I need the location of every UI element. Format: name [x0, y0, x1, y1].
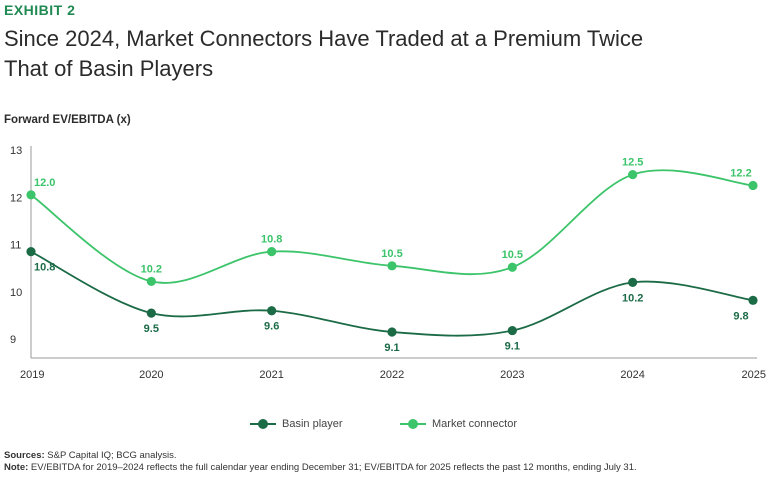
data-label-basin-player-2024: 10.2 [622, 292, 643, 304]
chart-title: Since 2024, Market Connectors Have Trade… [4, 24, 764, 84]
data-point-basin-player-2023 [507, 325, 517, 336]
x-tick-label-2019: 2019 [20, 369, 44, 381]
x-tick-label-2020: 2020 [139, 369, 163, 381]
legend-swatch-market-connector [400, 419, 426, 429]
sources-line: Sources: S&P Capital IQ; BCG analysis. [4, 450, 764, 462]
legend-swatch-basin-player [250, 419, 276, 429]
legend-item-basin-player: Basin player [250, 415, 343, 433]
data-label-basin-player-2020: 9.5 [144, 323, 159, 335]
y-tick-label-10: 10 [10, 287, 22, 299]
y-tick-label-12: 12 [10, 192, 22, 204]
legend-label-market-connector: Market connector [432, 418, 517, 430]
data-label-market-connector-2025: 12.2 [730, 167, 751, 179]
data-label-market-connector-2021: 10.8 [261, 234, 282, 246]
data-label-market-connector-2022: 10.5 [381, 248, 402, 260]
data-label-basin-player-2021: 9.6 [264, 321, 279, 333]
data-point-basin-player-2020 [146, 308, 156, 318]
data-label-basin-player-2023: 9.1 [505, 341, 520, 353]
data-point-market-connector-2022 [387, 261, 397, 271]
note-text: EV/EBITDA for 2019–2024 reflects the ful… [28, 462, 637, 473]
chart-title-line-2: That of Basin Players [4, 56, 214, 81]
x-tick-label-2024: 2024 [620, 369, 644, 381]
x-tick-label-2023: 2023 [500, 369, 524, 381]
data-point-basin-player-2024 [628, 277, 638, 287]
legend-item-market-connector: Market connector [400, 415, 517, 433]
legend: Basin player Market connector [0, 415, 768, 433]
data-label-basin-player-2019: 10.8 [34, 262, 55, 274]
data-point-basin-player-2021 [267, 306, 277, 316]
y-axis-label: Forward EV/EBITDA (x) [4, 114, 131, 126]
data-label-basin-player-2025: 9.8 [733, 310, 748, 322]
data-label-market-connector-2023: 10.5 [502, 249, 523, 261]
data-point-basin-player-2019 [26, 247, 36, 257]
chart-title-line-1: Since 2024, Market Connectors Have Trade… [4, 26, 644, 51]
data-label-market-connector-2020: 10.2 [141, 263, 162, 275]
data-point-market-connector-2021 [267, 247, 277, 257]
footer-notes: Sources: S&P Capital IQ; BCG analysis. N… [4, 450, 764, 474]
note-label: Note: [4, 462, 29, 473]
data-point-market-connector-2024 [628, 169, 638, 180]
sources-text: S&P Capital IQ; BCG analysis. [44, 450, 177, 461]
data-label-market-connector-2024: 12.5 [622, 157, 643, 169]
y-tick-label-9: 9 [10, 334, 16, 346]
exhibit-label: EXHIBIT 2 [4, 2, 76, 18]
data-point-market-connector-2025 [748, 180, 758, 191]
note-line: Note: EV/EBITDA for 2019–2024 reflects t… [4, 462, 764, 474]
x-tick-label-2022: 2022 [380, 369, 404, 381]
sources-label: Sources: [4, 450, 45, 461]
y-tick-label-11: 11 [10, 240, 21, 252]
data-point-market-connector-2023 [507, 262, 517, 272]
data-point-basin-player-2025 [748, 295, 758, 305]
data-point-market-connector-2019 [26, 190, 36, 200]
x-tick-label-2021: 2021 [259, 369, 283, 381]
y-tick-label-13: 13 [10, 145, 22, 157]
data-point-market-connector-2020 [146, 276, 156, 287]
x-tick-label-2025: 2025 [742, 369, 766, 381]
data-label-market-connector-2019: 12.0 [34, 177, 55, 189]
legend-label-basin-player: Basin player [282, 418, 343, 430]
data-label-basin-player-2022: 9.1 [384, 342, 399, 354]
data-point-basin-player-2022 [387, 327, 397, 337]
